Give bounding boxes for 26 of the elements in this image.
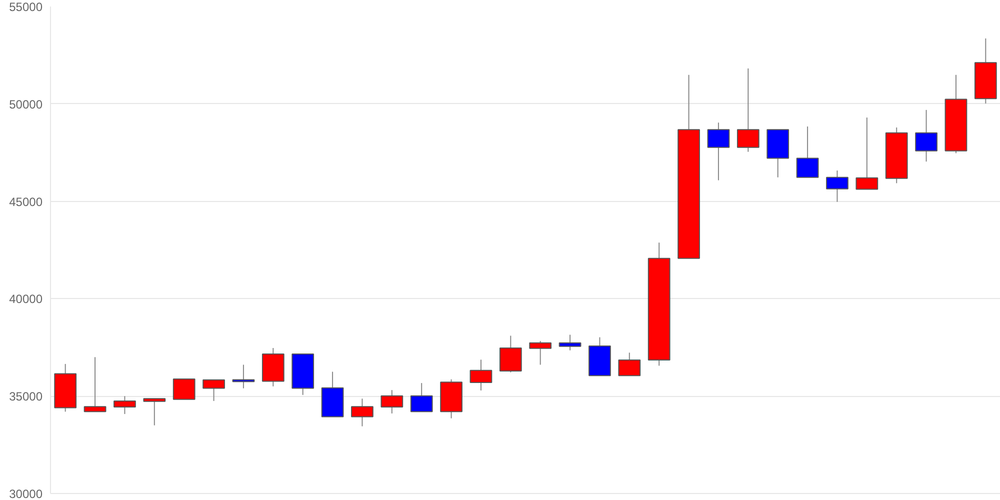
- candlestick: [351, 398, 374, 427]
- candlestick: [558, 334, 582, 351]
- candlestick: [736, 68, 760, 152]
- y-tick-label: 55000: [9, 0, 43, 14]
- candlestick: [202, 379, 225, 402]
- candlestick: [915, 109, 938, 162]
- y-tick-label: 30000: [9, 487, 43, 500]
- candlestick: [529, 340, 552, 366]
- candlestick: [143, 398, 166, 426]
- candlestick: [232, 364, 255, 389]
- candlestick: [499, 335, 522, 373]
- candlestick: [114, 396, 136, 415]
- candlestick: [707, 122, 730, 181]
- candlestick: [796, 126, 819, 178]
- candlestick: [172, 378, 196, 400]
- y-tick-label: 40000: [9, 292, 43, 306]
- candlestick: [856, 117, 878, 190]
- candlestick: [618, 352, 641, 376]
- candlestick: [380, 390, 404, 414]
- candlestick: [826, 170, 848, 202]
- candlestick: [84, 356, 106, 412]
- candlestick: [470, 359, 492, 391]
- y-tick-label: 45000: [9, 194, 43, 209]
- y-tick-label: 35000: [9, 390, 43, 404]
- candlestick: [410, 382, 433, 412]
- y-tick-label: 50000: [9, 97, 43, 112]
